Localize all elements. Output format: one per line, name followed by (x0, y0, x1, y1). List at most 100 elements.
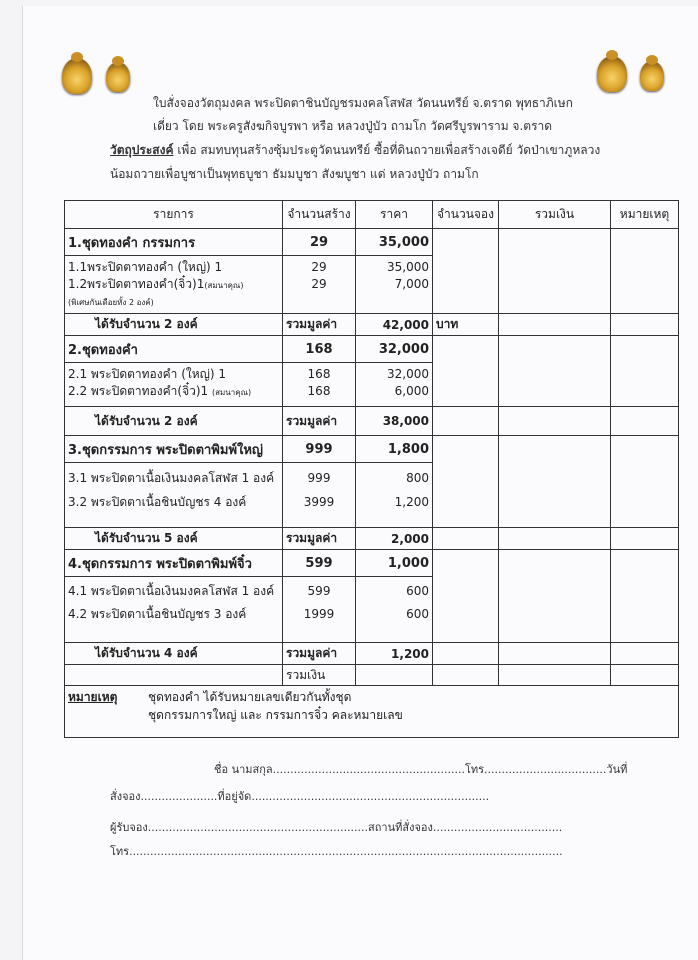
section-title: 4.ชุดกรรมการ พระปิดตาพิมพ์จิ๋ว (64, 549, 283, 577)
section-qty: 168 (282, 335, 356, 363)
section-qty: 599 (282, 549, 356, 577)
form-line-receiver[interactable]: ผู้รับจอง...............................… (110, 821, 563, 834)
section-price: 35,000 (355, 228, 433, 256)
column-header: รวมเงิน (498, 200, 611, 229)
item-price: 1,200 (394, 495, 429, 509)
total-cell[interactable] (498, 335, 611, 407)
reserve-cell[interactable] (432, 228, 499, 314)
item-extra-note: (พิเศษกันเดือยทั้ง 2 องค์) (68, 298, 154, 307)
item-price: 7,000 (394, 277, 429, 291)
note-cell[interactable] (610, 549, 679, 643)
grand-total-row: รวมเงิน (64, 664, 679, 686)
items-row: 3.1 พระปิดตาเนื้อเงินมงคลโสฬส 1 องค์ 3.2 … (64, 462, 679, 528)
section-title: 3.ชุดกรรมการ พระปิดตาพิมพ์ใหญ่ (64, 435, 283, 463)
form-line-address[interactable]: สั่งจอง......................ที่อยู่จัด.… (110, 790, 490, 803)
item-price: 32,000 (387, 367, 429, 381)
item-price: 800 (406, 471, 429, 485)
item-qty: 1999 (303, 607, 335, 621)
purpose-text: เพื่อ สมทบทุนสร้างซุ้มประตูวัดนนทรีย์ ซื… (173, 143, 601, 157)
section-row: 2.ชุดทองคำ 168 32,000 (64, 335, 679, 407)
amulet-icon (597, 50, 627, 92)
header-line-4: น้อมถวายเพื่อบูชาเป็นพุทธบูชา ธัมมบูชา ส… (110, 167, 479, 181)
header-line-2: เดี่ยว โดย พระครูสังฆกิจบูรพา หรือ หลวงป… (153, 119, 553, 133)
purpose-label: วัตถุประสงค์ (110, 143, 174, 157)
order-table: รายการ จำนวนสร้าง ราคา จำนวนจอง รวมเงิน … (64, 200, 679, 738)
item-note: (สมนาคุณ) (211, 388, 252, 397)
item-price: 600 (406, 584, 429, 598)
column-header: รายการ (64, 200, 283, 229)
item-name: 1.2พระปิดตาทองคำ(จิ๋ว)1 (68, 277, 205, 291)
form-line-name[interactable]: ชื่อ นามสกุล............................… (214, 763, 628, 776)
item-name: 1.1พระปิดตาทองคำ (ใหญ่) 1 (68, 260, 223, 274)
subtotal-count: ได้รับจำนวน 2 องค์ (64, 406, 283, 436)
section-row: 3.ชุดกรรมการ พระปิดตาพิมพ์ใหญ่ 999 1,800 (64, 435, 679, 528)
column-header: หมายเหตุ (610, 200, 679, 229)
column-header: จำนวนสร้าง (282, 200, 356, 229)
remark-row: หมายเหตุ ชุดทองคำ ได้รับหมายเลขเดียวกันทั… (64, 685, 679, 738)
item-price: 35,000 (387, 260, 429, 274)
subtotal-count: ได้รับจำนวน 5 องค์ (64, 527, 283, 550)
note-cell[interactable] (610, 335, 679, 407)
item-name: 2.2 พระปิดตาทองคำ(จิ๋ว)1 (68, 384, 209, 398)
item-name: 3.2 พระปิดตาเนื้อชินบัญชร 4 องค์ (68, 495, 247, 509)
item-qty: 168 (307, 367, 331, 381)
item-qty: 3999 (303, 495, 335, 509)
section-qty: 999 (282, 435, 356, 463)
item-qty: 29 (311, 260, 327, 274)
section-title: 1.ชุดทองคำ กรรมการ (64, 228, 283, 256)
subtotal-row: ได้รับจำนวน 2 องค์ รวมมูลค่า 38,000 (64, 406, 679, 436)
total-cell[interactable] (498, 228, 611, 314)
item-name: 4.2 พระปิดตาเนื้อชินบัญชร 3 องค์ (68, 607, 247, 621)
item-name: 3.1 พระปิดตาเนื้อเงินมงคลโสฬส 1 องค์ (68, 471, 275, 485)
subtotal-row: ได้รับจำนวน 5 องค์ รวมมูลค่า 2,000 (64, 527, 679, 550)
subtotal-label: รวมมูลค่า (282, 642, 356, 665)
column-header: จำนวนจอง (432, 200, 499, 229)
section-qty: 29 (282, 228, 356, 256)
item-name: 4.1 พระปิดตาเนื้อเงินมงคลโสฬส 1 องค์ (68, 584, 275, 598)
amulet-icon (106, 56, 130, 92)
section-price: 1,800 (355, 435, 433, 463)
total-cell[interactable] (498, 549, 611, 643)
note-cell[interactable] (610, 435, 679, 528)
item-note: (สมนาคุณ) (204, 281, 244, 290)
subtotal-unit: บาท (432, 313, 499, 336)
amulet-icon (62, 52, 92, 94)
subtotal-value: 42,000 (355, 313, 433, 336)
item-price: 600 (406, 607, 429, 621)
item-qty: 29 (311, 277, 327, 291)
total-cell[interactable] (498, 435, 611, 528)
item-price: 6,000 (394, 384, 429, 398)
item-qty: 999 (307, 471, 331, 485)
section-row: 1.ชุดทองคำ กรรมการ 29 35,000 (64, 228, 679, 314)
section-title: 2.ชุดทองคำ (64, 335, 283, 363)
section-row: 4.ชุดกรรมการ พระปิดตาพิมพ์จิ๋ว 599 1,000 (64, 549, 679, 643)
grand-total-value[interactable] (355, 664, 433, 686)
remark-line: ชุดทองคำ ได้รับหมายเลขเดียวกันทั้งชุด (148, 690, 352, 704)
item-qty: 599 (307, 584, 331, 598)
items-row: 2.1 พระปิดตาทองคำ (ใหญ่) 1 2.2 พระปิดตาทอ… (64, 362, 679, 407)
section-price: 1,000 (355, 549, 433, 577)
subtotal-count: ได้รับจำนวน 4 องค์ (64, 642, 283, 665)
column-header: ราคา (355, 200, 433, 229)
subtotal-value: 38,000 (355, 406, 433, 436)
subtotal-row: ได้รับจำนวน 4 องค์ รวมมูลค่า 1,200 (64, 642, 679, 665)
item-name: 2.1 พระปิดตาทองคำ (ใหญ่) 1 (68, 367, 227, 381)
form-line-phone[interactable]: โทร.....................................… (110, 845, 563, 858)
reserve-cell[interactable] (432, 335, 499, 407)
subtotal-value: 1,200 (355, 642, 433, 665)
subtotal-value: 2,000 (355, 527, 433, 550)
table-header-row: รายการ จำนวนสร้าง ราคา จำนวนจอง รวมเงิน … (64, 200, 679, 229)
note-cell[interactable] (610, 228, 679, 314)
header-line-3: วัตถุประสงค์ เพื่อ สมทบทุนสร้างซุ้มประตู… (110, 141, 600, 160)
items-row: 4.1 พระปิดตาเนื้อเงินมงคลโสฬส 1 องค์ 4.2 … (64, 576, 679, 643)
remark-line: ชุดกรรมการใหญ่ และ กรรมการจิ๋ว คละหมายเล… (148, 708, 403, 722)
amulet-icon (640, 55, 664, 91)
reserve-cell[interactable] (432, 435, 499, 528)
subtotal-label: รวมมูลค่า (282, 313, 356, 336)
subtotal-row: ได้รับจำนวน 2 องค์ รวมมูลค่า 42,000 บาท (64, 313, 679, 336)
subtotal-label: รวมมูลค่า (282, 527, 356, 550)
subtotal-label: รวมมูลค่า (282, 406, 356, 436)
header-line-1: ใบสั่งจองวัตถุมงคล พระปิดตาชินบัญชรมงคลโ… (153, 96, 573, 110)
reserve-cell[interactable] (432, 549, 499, 643)
item-qty: 168 (307, 384, 331, 398)
